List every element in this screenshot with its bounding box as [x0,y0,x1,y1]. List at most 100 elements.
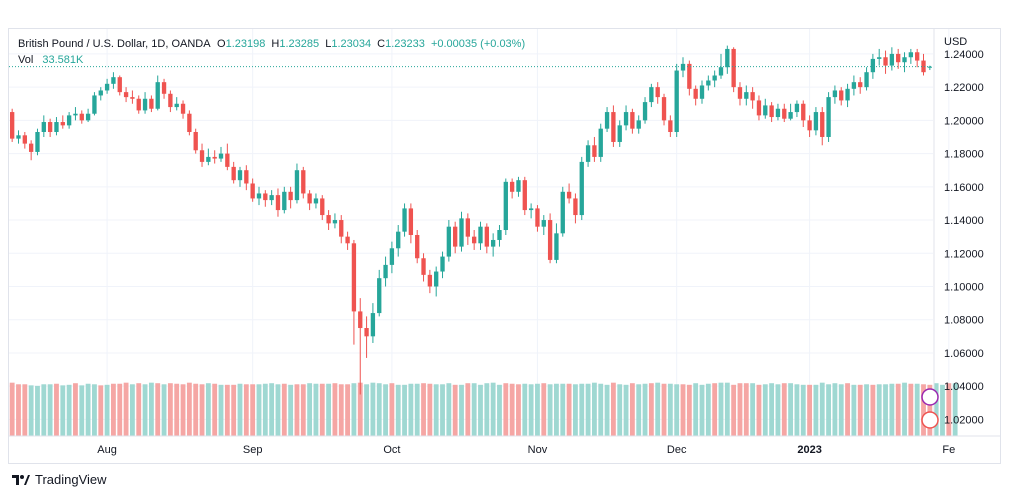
volume-bar [750,383,756,436]
candle-down [668,120,673,132]
volume-bar [579,383,585,436]
candle-up [370,313,376,337]
candle-up [826,97,831,137]
volume-bar [902,382,907,436]
volume-bar [585,383,591,436]
grid [9,29,950,436]
volume-bar [243,384,249,436]
volume-bar [199,384,205,436]
volume-bar [54,383,59,436]
volume-bar [459,384,464,436]
volume-bar [794,384,800,436]
price-axis-unit: USD [944,36,967,48]
volume-bar [743,383,749,436]
volume-bar [661,383,667,436]
volume-bar [535,383,540,436]
volume-bar [788,383,794,436]
price-tick-label: 1.12000 [944,248,984,260]
chart-legend: British Pound / U.S. Dollar, 1D, OANDA O… [18,36,525,68]
volume-bar [174,383,180,436]
volume-bar [275,384,281,436]
candle-up [763,105,768,116]
volume-bar [60,385,66,436]
candle-up [725,48,730,68]
volume-bar [414,383,420,436]
candle-down [28,143,34,152]
candle-up [459,218,464,247]
volume-bar [142,384,148,436]
volume-bar [813,384,819,436]
volume-bar [952,383,958,436]
volume-bar [933,383,939,436]
candle-down [168,93,173,108]
candle-up [332,220,338,224]
candle-down [782,108,787,119]
candle-up [877,57,882,59]
time-tick-label: Aug [97,444,117,456]
volume-bar [528,384,534,436]
candle-up [794,103,800,113]
candle-down [345,236,350,244]
volume-bar [218,384,224,436]
volume-bar [807,384,813,436]
candle-up [845,88,850,101]
volume-bar [731,384,737,436]
volume-bar [395,384,401,436]
volume-bar [402,384,407,436]
candle-down [465,218,470,237]
candle-up [35,131,40,152]
price-tick-label: 1.06000 [944,348,984,360]
volume-bar [205,383,211,436]
candle-up [478,226,483,244]
volume-bar [155,383,161,436]
volume-bar [927,384,933,436]
volume-bar [712,383,718,436]
tradingview-brand[interactable]: TradingView [12,472,107,487]
candle-down [364,328,369,337]
volume-bar [819,382,825,436]
candle-down [326,215,331,224]
volume-bar [79,385,85,436]
candle-up [832,90,838,98]
volume-bar [946,383,952,436]
volume-bar [446,383,452,436]
change-value: +0.00035 (+0.03%) [430,38,526,50]
volume-bar [364,384,369,436]
price-tick-label: 1.18000 [944,149,984,161]
dividend-marker-icon [921,388,939,406]
volume-bar [686,384,692,436]
volume-bar [389,383,395,436]
volume-bar [648,383,654,436]
candle-up [16,135,21,139]
candle-down [756,100,762,116]
candle-down [509,181,515,192]
symbol-title[interactable]: British Pound / U.S. Dollar, 1D, OANDA [18,38,210,50]
candle-down [655,87,660,98]
candle-up [788,112,793,119]
candle-down [275,195,281,211]
volume-row: Vol 33.581K [18,52,525,68]
candle-up [927,66,932,68]
volume-bar [604,384,610,436]
volume-bar [370,382,376,436]
candle-up [680,63,686,71]
candle-up [440,256,445,272]
candle-down [573,198,578,216]
candle-up [155,82,160,109]
tradingview-logo-icon [12,474,30,485]
candle-up [908,52,914,58]
candle-down [687,63,692,89]
candle-down [193,131,198,151]
volume-bar [98,385,104,436]
volume-bar [123,382,129,436]
candle-up [73,113,78,116]
volume-bar [9,382,15,436]
volume-bar [161,384,167,436]
candle-down [117,77,122,93]
candle-up [269,195,274,201]
candle-down [161,82,167,94]
volume-bar [876,384,882,436]
candle-up [92,95,97,114]
